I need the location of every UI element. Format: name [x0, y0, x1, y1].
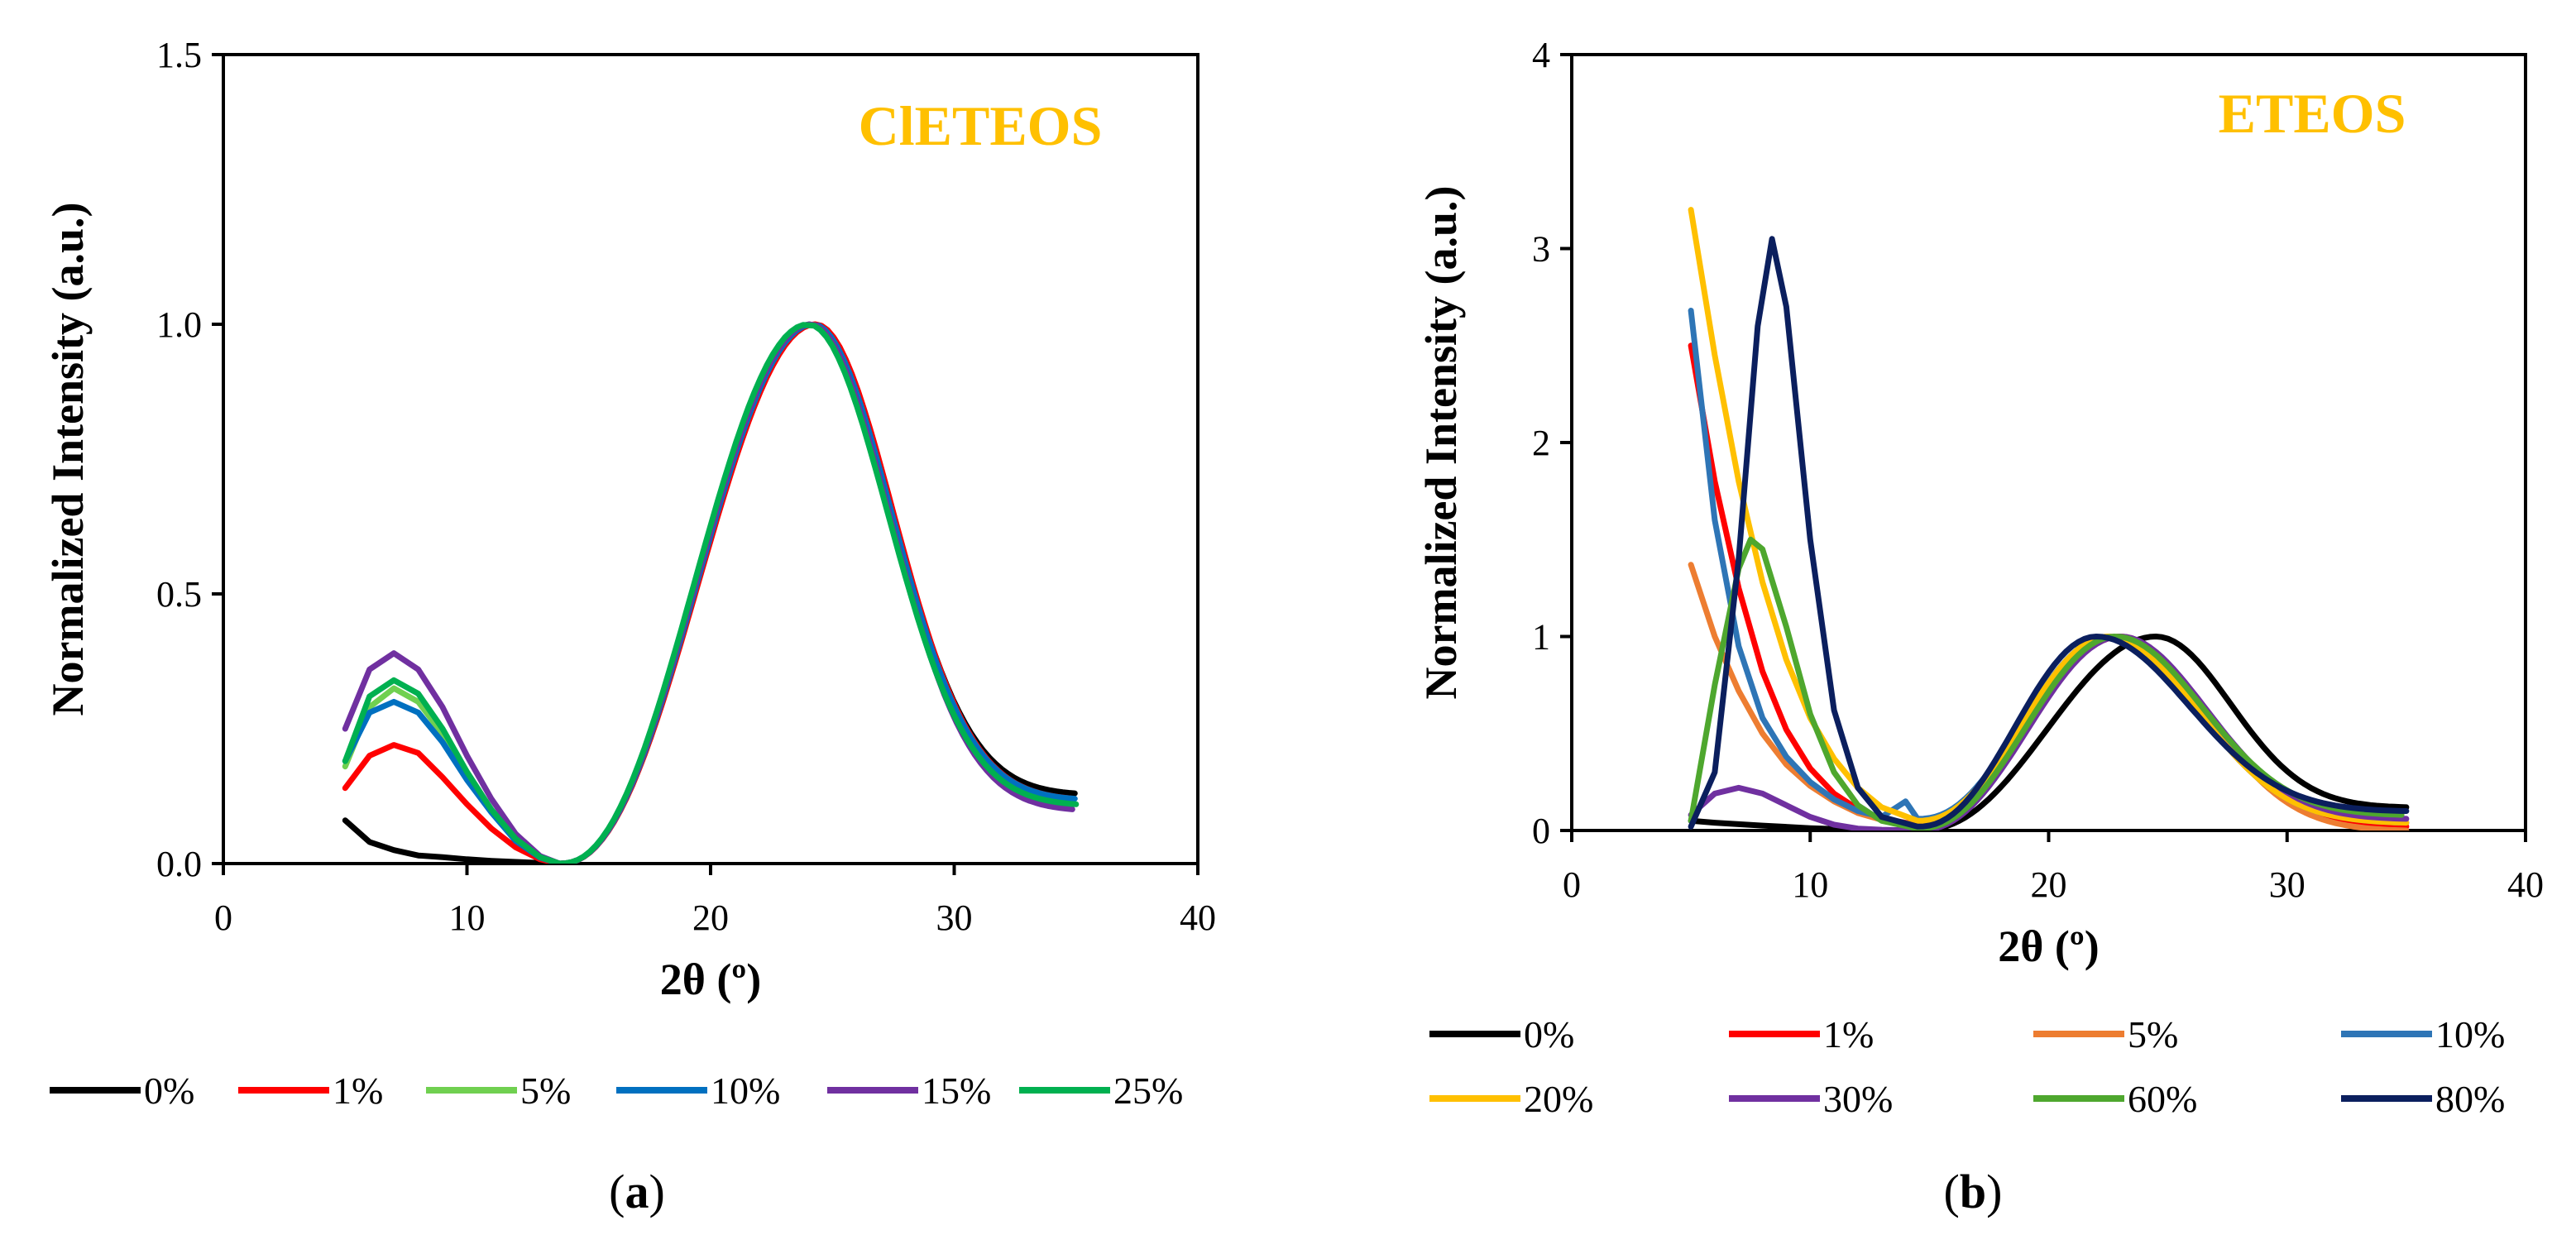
y-tick-label: 1.5 [156, 35, 202, 75]
y-axis-label: Normalized Intensity (a.u.) [1416, 186, 1466, 700]
series-line-80pct [1688, 236, 2410, 830]
legend: 0% 1% 5% 10% 20% 30% 60% 80% [1429, 1013, 2505, 1120]
panel-label: (b) [1944, 1165, 2003, 1218]
legend-label: 30% [1823, 1078, 1893, 1120]
x-axis-label: 2θ (º) [1998, 921, 2099, 971]
legend-label: 1% [333, 1070, 383, 1112]
series-line-0pct [342, 321, 1078, 864]
y-tick-label: 2 [1532, 423, 1550, 463]
series-line-15pct [342, 321, 1075, 864]
y-axis-label: Normalized Intensity (a.u.) [43, 203, 93, 716]
legend-label: 0% [144, 1070, 194, 1112]
series-line-25pct [342, 322, 1080, 864]
series-line-0pct [1688, 634, 2410, 830]
x-tick-label: 30 [936, 897, 973, 938]
y-tick-label: 3 [1532, 229, 1550, 270]
panel-label-close: ) [649, 1165, 665, 1218]
series-line-5pct [342, 321, 1075, 864]
legend-label: 15% [922, 1070, 991, 1112]
x-tick-label: 10 [1792, 864, 1828, 905]
x-tick-label: 20 [692, 897, 729, 938]
legend-label: 5% [520, 1070, 571, 1112]
y-tick-label: 1 [1532, 617, 1550, 658]
x-tick-label: 30 [2269, 864, 2305, 905]
plot-frame [1570, 53, 2527, 832]
legend-label: 60% [2128, 1078, 2197, 1120]
x-tick-label: 40 [2507, 864, 2544, 905]
legend-label: 80% [2435, 1078, 2505, 1120]
y-tick-label: 0.0 [156, 844, 202, 884]
x-tick-label: 0 [1563, 864, 1581, 905]
x-tick-label: 40 [1180, 897, 1216, 938]
chart-panel-a: 0.0 0.5 1.0 1.5 0 10 20 30 40 2θ (º) Normalized In… [43, 35, 1216, 1218]
legend-label: 10% [711, 1070, 780, 1112]
series-line-10pct [342, 321, 1078, 864]
plot-frame [222, 53, 1199, 865]
panel-label-open: ( [609, 1165, 625, 1218]
x-tick-label: 0 [214, 897, 232, 938]
chart-annotation: ClETEOS [859, 94, 1103, 157]
x-tick-label: 10 [449, 897, 486, 938]
panel-label: (a) [609, 1165, 665, 1218]
legend-label: 5% [2128, 1013, 2178, 1055]
x-tick-label: 20 [2031, 864, 2067, 905]
y-tick-label: 1.0 [156, 304, 202, 345]
panel-label-letter: b [1960, 1165, 1986, 1218]
legend: 0% 1% 5% 10% 15% 25% [50, 1070, 1183, 1112]
legend-label: 25% [1113, 1070, 1183, 1112]
y-tick-label: 4 [1532, 35, 1550, 75]
legend-label: 1% [1823, 1013, 1874, 1055]
legend-label: 10% [2435, 1013, 2505, 1055]
series-line-1pct [342, 321, 1075, 864]
y-tick-label: 0 [1532, 811, 1550, 851]
x-axis-label: 2θ (º) [660, 955, 761, 1004]
panel-label-close: ) [1986, 1165, 2002, 1218]
y-tick-label: 0.5 [156, 574, 202, 615]
legend-label: 20% [1524, 1078, 1593, 1120]
panel-label-letter: a [625, 1165, 649, 1218]
panel-label-open: ( [1944, 1165, 1960, 1218]
legend-label: 0% [1524, 1013, 1574, 1055]
chart-annotation: ETEOS [2219, 82, 2406, 145]
